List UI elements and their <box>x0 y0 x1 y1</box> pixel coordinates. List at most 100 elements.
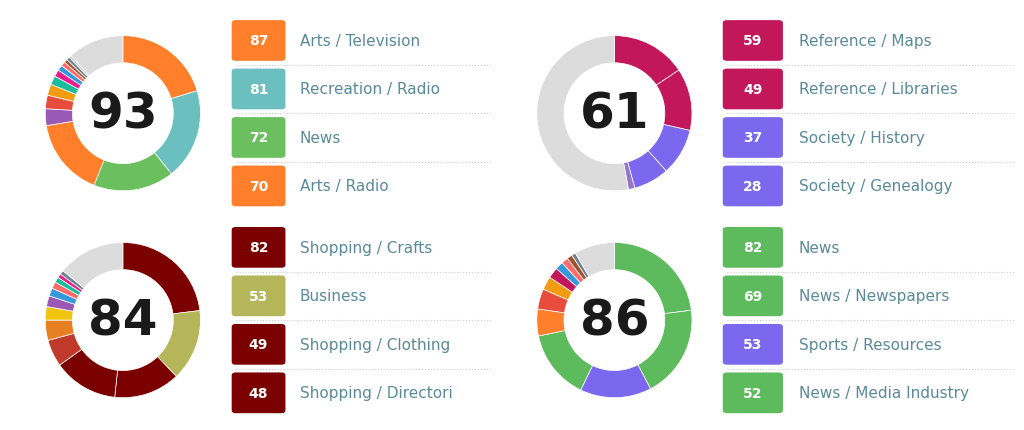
Text: 70: 70 <box>249 180 268 194</box>
Text: News: News <box>299 131 341 146</box>
Text: 59: 59 <box>743 34 763 48</box>
Text: Sports / Resources: Sports / Resources <box>799 337 941 352</box>
Wedge shape <box>61 63 85 83</box>
Wedge shape <box>155 92 201 174</box>
Text: Business: Business <box>299 289 367 304</box>
Text: 48: 48 <box>249 386 268 400</box>
Wedge shape <box>65 61 86 81</box>
Text: 84: 84 <box>88 296 158 344</box>
FancyBboxPatch shape <box>723 324 783 365</box>
Wedge shape <box>58 274 82 293</box>
Wedge shape <box>614 37 679 86</box>
Wedge shape <box>123 243 200 314</box>
Wedge shape <box>51 77 79 95</box>
Wedge shape <box>58 67 83 86</box>
Wedge shape <box>581 365 650 398</box>
Text: 52: 52 <box>743 386 763 400</box>
Text: 82: 82 <box>743 241 763 255</box>
Wedge shape <box>648 125 690 172</box>
Wedge shape <box>539 331 593 390</box>
Wedge shape <box>55 278 81 296</box>
FancyBboxPatch shape <box>723 276 783 316</box>
Text: Shopping / Clothing: Shopping / Clothing <box>299 337 450 352</box>
FancyBboxPatch shape <box>231 324 286 365</box>
Wedge shape <box>46 296 75 311</box>
Wedge shape <box>45 307 74 320</box>
Wedge shape <box>628 151 667 189</box>
Wedge shape <box>567 256 587 280</box>
Wedge shape <box>556 263 581 287</box>
Wedge shape <box>537 309 565 336</box>
Wedge shape <box>62 243 123 289</box>
FancyBboxPatch shape <box>723 118 783 158</box>
Wedge shape <box>575 243 614 277</box>
Wedge shape <box>45 320 74 341</box>
Text: News / Newspapers: News / Newspapers <box>799 289 949 304</box>
Wedge shape <box>115 357 176 398</box>
Wedge shape <box>538 289 568 313</box>
Wedge shape <box>656 71 692 131</box>
FancyBboxPatch shape <box>231 372 286 413</box>
Text: News: News <box>799 240 840 255</box>
Text: 49: 49 <box>249 338 268 351</box>
Wedge shape <box>54 71 81 90</box>
FancyBboxPatch shape <box>231 276 286 316</box>
Text: 53: 53 <box>249 289 268 303</box>
FancyBboxPatch shape <box>723 21 783 61</box>
FancyBboxPatch shape <box>723 372 783 413</box>
Wedge shape <box>571 254 589 278</box>
Text: News / Media Industry: News / Media Industry <box>799 385 969 400</box>
Text: 53: 53 <box>743 338 763 351</box>
Text: 69: 69 <box>743 289 763 303</box>
Wedge shape <box>46 122 104 186</box>
Wedge shape <box>550 269 577 292</box>
FancyBboxPatch shape <box>231 166 286 207</box>
FancyBboxPatch shape <box>723 166 783 207</box>
Wedge shape <box>614 243 691 314</box>
Text: Shopping / Crafts: Shopping / Crafts <box>299 240 432 255</box>
Wedge shape <box>624 163 635 190</box>
Wedge shape <box>537 37 629 191</box>
Text: Society / Genealogy: Society / Genealogy <box>799 179 952 194</box>
Wedge shape <box>45 96 74 111</box>
Wedge shape <box>59 350 118 397</box>
FancyBboxPatch shape <box>723 227 783 268</box>
Wedge shape <box>638 310 692 389</box>
Wedge shape <box>49 289 77 304</box>
Text: 93: 93 <box>88 90 158 138</box>
Wedge shape <box>71 37 123 77</box>
Text: Reference / Libraries: Reference / Libraries <box>799 82 957 97</box>
Wedge shape <box>52 283 79 300</box>
Text: Reference / Maps: Reference / Maps <box>799 34 932 49</box>
Text: 86: 86 <box>580 296 649 344</box>
Text: 72: 72 <box>249 131 268 145</box>
Text: 81: 81 <box>249 83 268 97</box>
FancyBboxPatch shape <box>723 70 783 110</box>
Wedge shape <box>158 311 201 377</box>
FancyBboxPatch shape <box>231 118 286 158</box>
FancyBboxPatch shape <box>231 70 286 110</box>
FancyBboxPatch shape <box>231 21 286 61</box>
Wedge shape <box>562 259 584 283</box>
Wedge shape <box>543 278 572 300</box>
Wedge shape <box>60 271 84 291</box>
Text: 28: 28 <box>743 180 763 194</box>
Wedge shape <box>123 37 198 99</box>
Text: 87: 87 <box>249 34 268 48</box>
Wedge shape <box>94 153 171 191</box>
Text: Shopping / Directori: Shopping / Directori <box>299 385 453 400</box>
Text: 61: 61 <box>580 90 649 138</box>
Wedge shape <box>70 56 89 77</box>
Wedge shape <box>67 58 88 79</box>
Text: Recreation / Radio: Recreation / Radio <box>299 82 439 97</box>
FancyBboxPatch shape <box>231 227 286 268</box>
Text: 82: 82 <box>249 241 268 255</box>
Text: Society / History: Society / History <box>799 131 925 146</box>
Wedge shape <box>47 85 76 102</box>
Wedge shape <box>45 109 73 126</box>
Text: 49: 49 <box>743 83 763 97</box>
Wedge shape <box>48 334 82 365</box>
Text: Arts / Radio: Arts / Radio <box>299 179 388 194</box>
Text: Arts / Television: Arts / Television <box>299 34 420 49</box>
Text: 37: 37 <box>743 131 763 145</box>
